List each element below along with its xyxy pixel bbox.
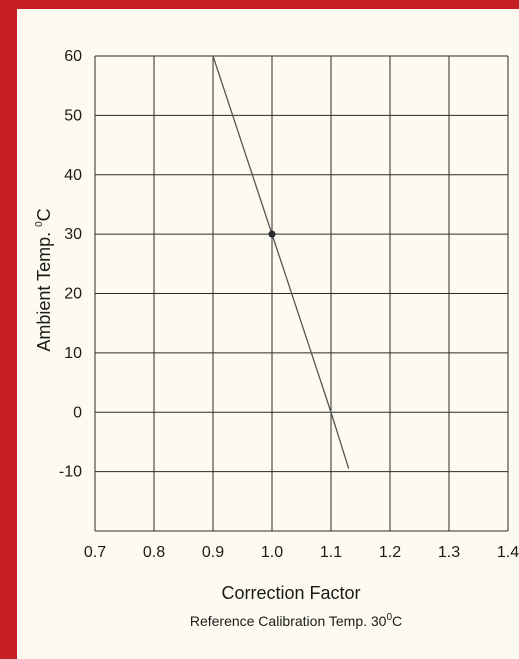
y-axis-title: Ambient Temp. 0C [34,208,54,351]
y-tick-label: -10 [59,464,82,481]
y-tick-label: 10 [64,345,82,362]
x-axis-title: Correction Factor [221,583,360,603]
grid [94,55,509,532]
x-tick-label: 1.1 [320,544,342,561]
data-point [268,230,276,238]
y-tick-label: 30 [64,226,82,243]
x-tick-label: 0.9 [202,544,224,561]
caption-unit: C [392,613,402,629]
y-tick-label: 0 [73,404,82,421]
chart-caption: Reference Calibration Temp. 300C [190,612,402,629]
y-axis-title-main: Ambient Temp. [34,227,54,352]
x-tick-label: 1.0 [261,544,283,561]
x-tick-label: 0.8 [143,544,165,561]
caption-degree: 0 [386,612,392,623]
y-tick-label: 50 [64,107,82,124]
caption-main: Reference Calibration Temp. 30 [190,613,387,629]
y-axis-title-unit: C [34,208,54,221]
x-tick-label: 0.7 [84,544,106,561]
tick-labels: 0.7 0.8 0.9 1.0 1.1 1.2 1.3 1.4 60 50 40 30 20 10 0 -10 [59,48,519,561]
chart-panel: 0.7 0.8 0.9 1.0 1.1 1.2 1.3 1.4 60 50 40 30 20 10 0 -10… [17,9,519,659]
x-tick-label: 1.2 [379,544,401,561]
series-line [212,55,350,469]
y-tick-label: 20 [64,286,82,303]
y-axis-title-degree: 0 [34,221,45,227]
chart: 0.7 0.8 0.9 1.0 1.1 1.2 1.3 1.4 60 50 40 30 20 10 0 -10… [34,48,519,629]
y-tick-label: 60 [64,48,82,65]
x-tick-label: 1.4 [497,544,519,561]
x-tick-label: 1.3 [438,544,460,561]
series-layer [212,55,350,469]
y-tick-label: 40 [64,167,82,184]
